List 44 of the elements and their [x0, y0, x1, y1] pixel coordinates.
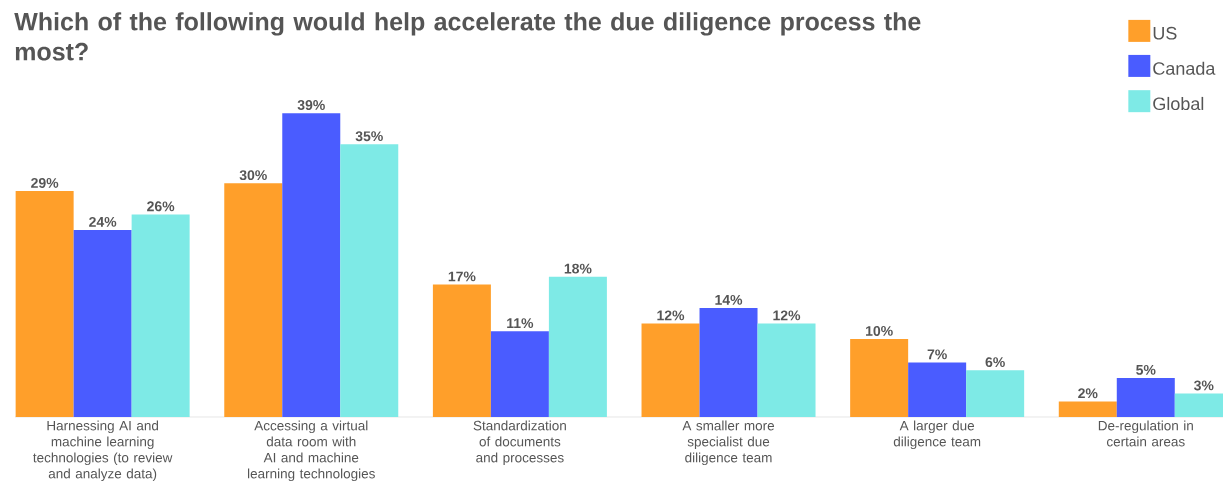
- data-label: 24%: [89, 216, 117, 227]
- bar: [908, 362, 967, 417]
- data-label: 11%: [507, 318, 534, 329]
- data-label: 18%: [564, 263, 592, 274]
- bar: [131, 214, 190, 417]
- legend-label: Canada: [1153, 61, 1216, 75]
- bar: [966, 370, 1025, 417]
- data-label: 7%: [927, 349, 947, 360]
- data-label: 39%: [297, 100, 325, 111]
- bar: [548, 276, 607, 417]
- bar: [73, 230, 132, 417]
- bar: [15, 191, 74, 417]
- bar: [282, 113, 341, 417]
- data-label: 2%: [1078, 388, 1098, 399]
- x-tick-label: Harnessing AI and machine learning technologies (to review and analyze data): [33, 420, 173, 482]
- data-label: 5%: [1136, 364, 1156, 375]
- data-label: 17%: [448, 271, 476, 282]
- bar: [224, 183, 283, 417]
- chart-title: Which of the following would help accelerate the due diligence process the most?: [14, 12, 921, 61]
- bar: [1058, 401, 1117, 417]
- bar: [699, 307, 758, 417]
- data-label: 12%: [657, 310, 685, 321]
- data-label: 14%: [715, 294, 743, 305]
- legend-label: Global: [1153, 96, 1204, 111]
- x-tick-label: A smaller more specialist due diligence team: [682, 420, 775, 466]
- bar: [340, 144, 399, 417]
- x-tick-label: Standardization of documents and processes: [473, 420, 566, 466]
- data-label: 12%: [773, 310, 801, 321]
- data-label: 3%: [1194, 380, 1214, 391]
- data-label: 6%: [985, 357, 1005, 368]
- x-tick-label: A larger due diligence team: [893, 420, 981, 450]
- bar: [432, 284, 491, 417]
- data-label: 35%: [355, 131, 383, 142]
- legend-label: US: [1153, 26, 1177, 40]
- bar: [850, 339, 909, 417]
- bar: [757, 323, 816, 417]
- data-label: 29%: [31, 177, 59, 188]
- bar: [490, 331, 549, 417]
- data-label: 30%: [239, 170, 267, 181]
- bar: [641, 323, 700, 417]
- data-label: 26%: [147, 201, 175, 212]
- x-tick-label: De-regulation in certain areas: [1098, 420, 1193, 447]
- data-label: 10%: [866, 325, 893, 336]
- x-tick-label: Accessing a virtual data room with AI and machine learning technologies: [248, 420, 375, 482]
